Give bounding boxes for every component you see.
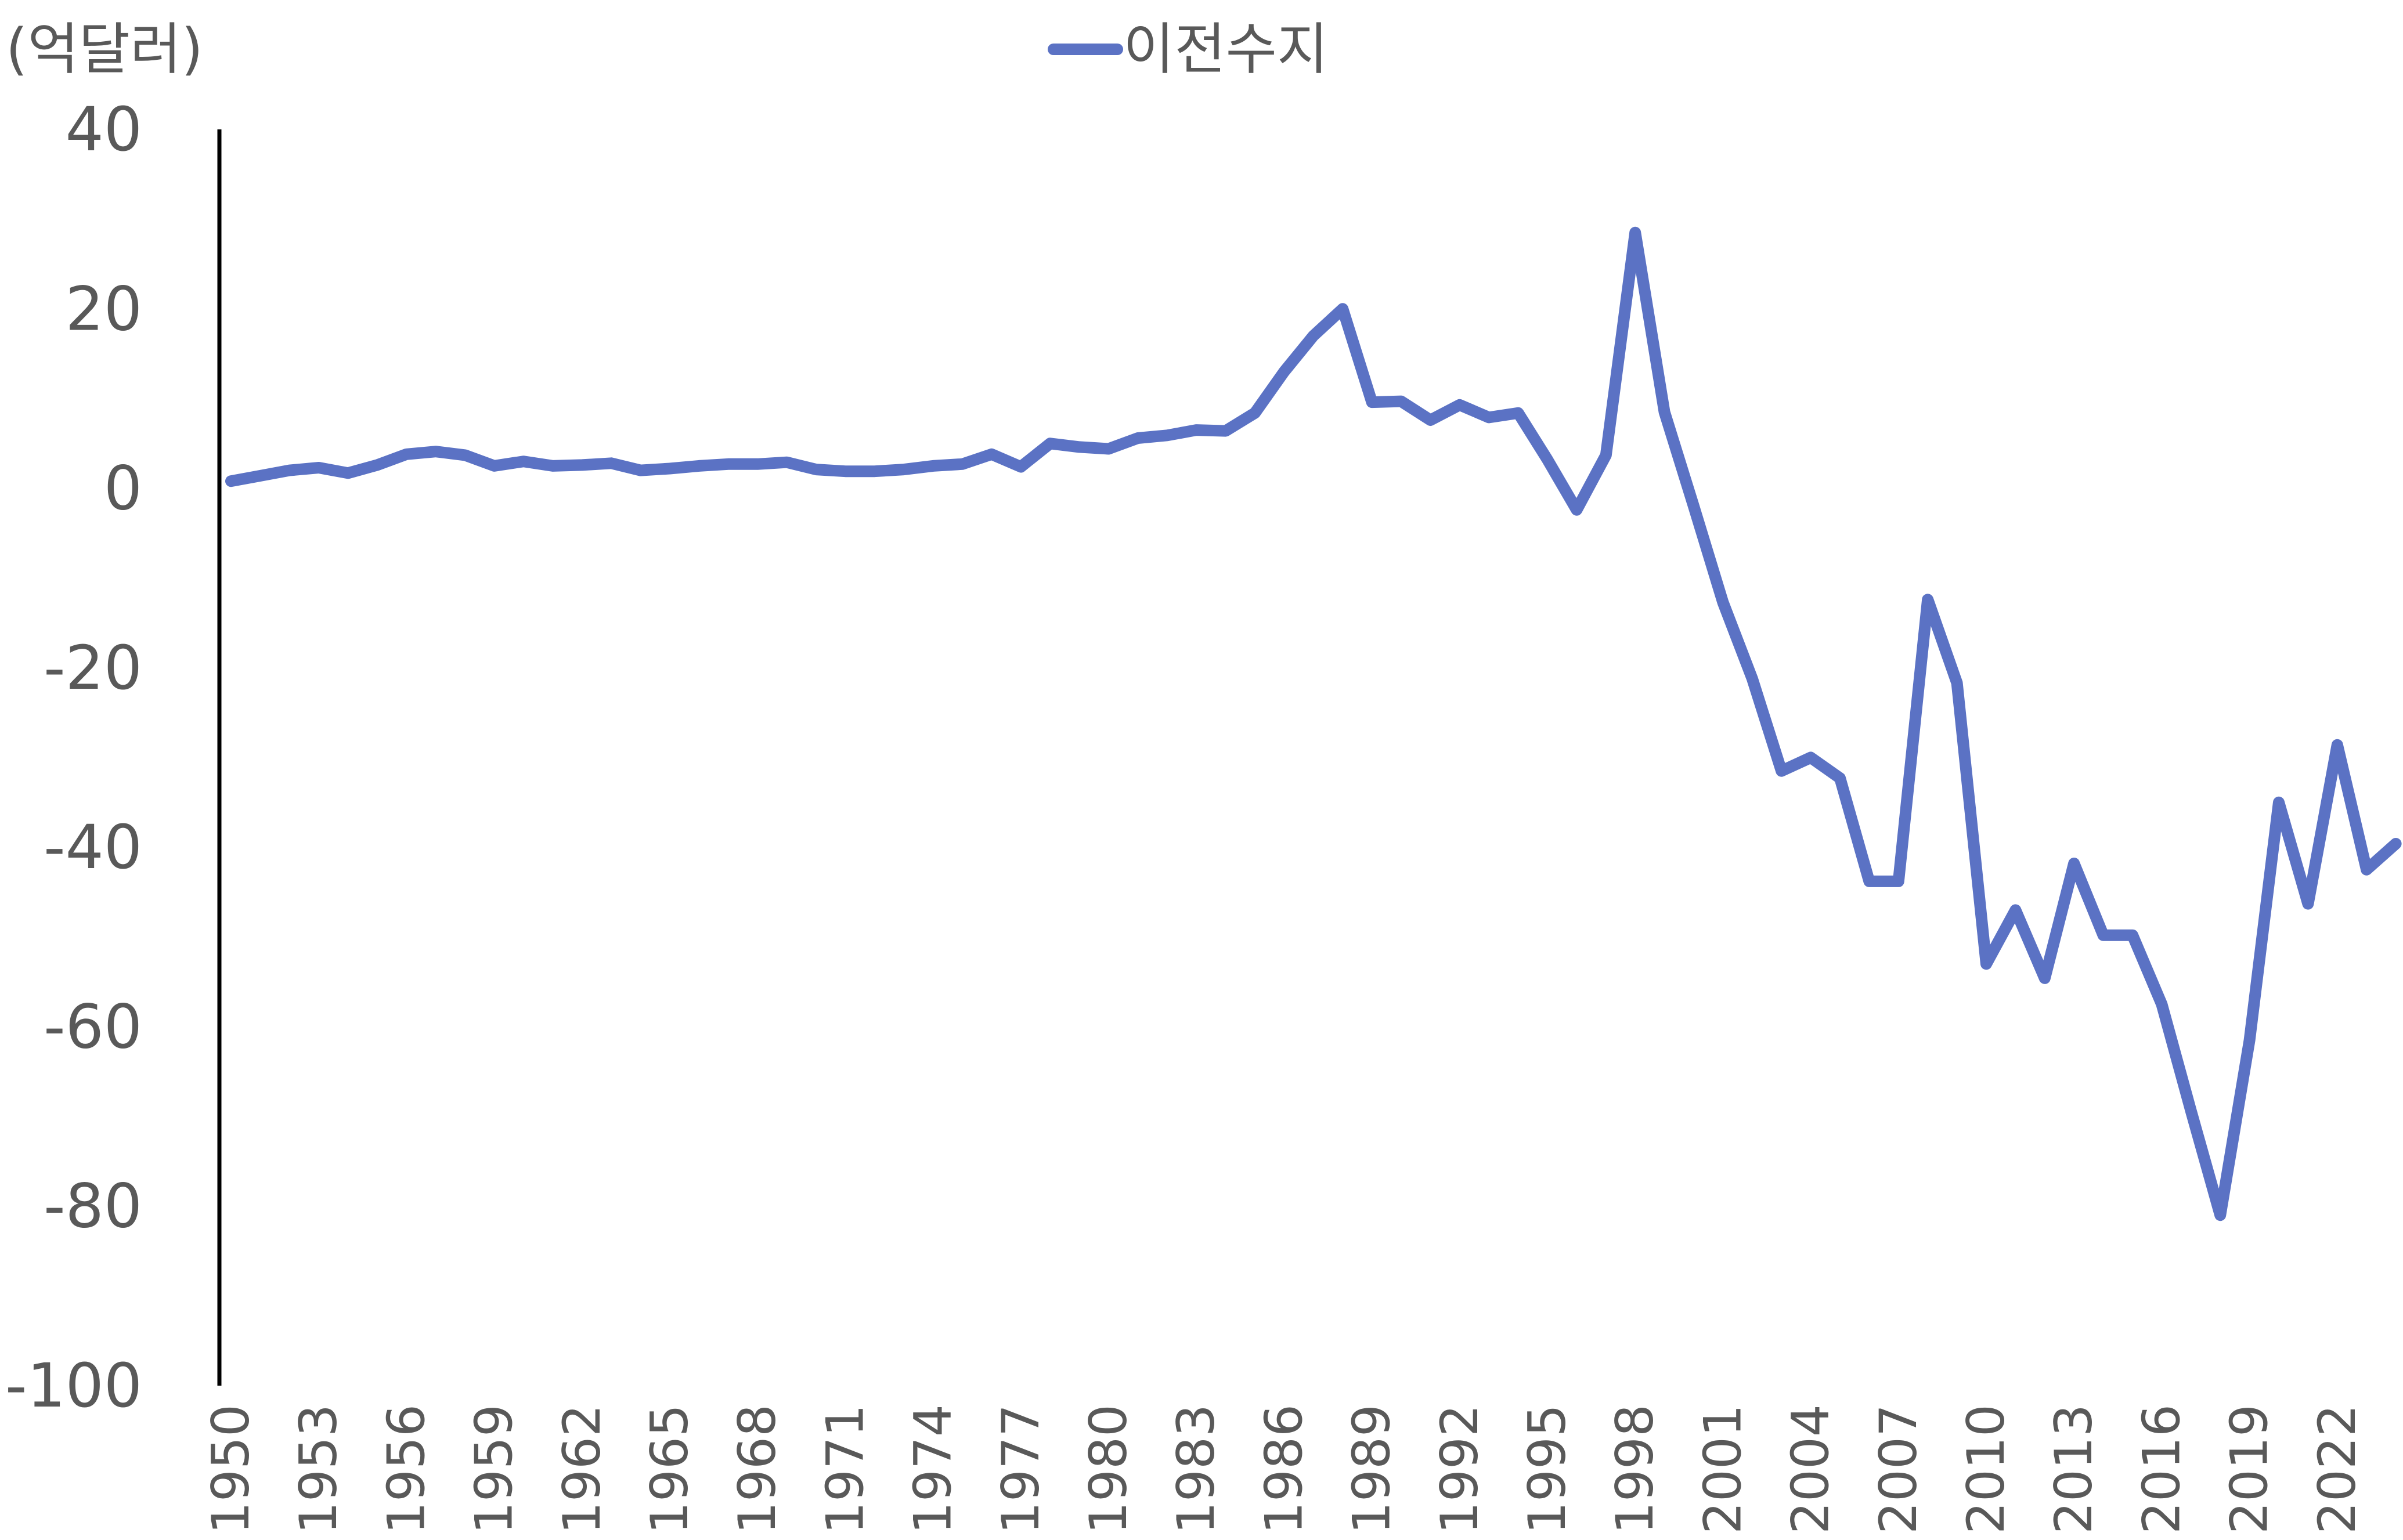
- x-tick-label: 2013: [2044, 1404, 2103, 1534]
- x-tick-label: 2016: [2131, 1404, 2191, 1534]
- x-tick-label: 1980: [1078, 1404, 1138, 1534]
- legend-label-transfer-balance: 이전수지: [1123, 17, 1328, 82]
- x-tick-label: 1968: [727, 1404, 787, 1534]
- x-tick-label: 2004: [1781, 1404, 1841, 1534]
- x-tick-label: 1992: [1430, 1404, 1489, 1534]
- y-tick-label: -40: [44, 812, 142, 883]
- y-tick-label: 0: [104, 453, 142, 524]
- y-tick-label: -60: [44, 991, 142, 1062]
- x-tick-label: 1974: [903, 1404, 963, 1534]
- x-tick-label: 1983: [1166, 1404, 1226, 1534]
- y-tick-labels: 40 20 0 -20 -40 -60 -80 -100: [5, 94, 142, 1421]
- x-tick-label: 1959: [464, 1404, 524, 1534]
- x-tick-label: 1965: [640, 1404, 699, 1534]
- x-tick-label: 1989: [1342, 1404, 1402, 1534]
- x-tick-label: 2010: [1956, 1404, 2016, 1534]
- x-tick-label: 2007: [1868, 1404, 1928, 1534]
- x-tick-label: 1953: [288, 1404, 348, 1534]
- y-tick-label: -20: [44, 632, 142, 703]
- x-tick-labels: 1950 1953 1956 1959 1962 1965 1968 1971 1974 1977…: [201, 1404, 2367, 1534]
- y-tick-label: -100: [5, 1350, 142, 1421]
- x-tick-label: 1986: [1254, 1404, 1314, 1534]
- x-tick-label: 2022: [2307, 1404, 2367, 1534]
- y-tick-label: 20: [66, 273, 142, 344]
- x-tick-label: 1950: [201, 1404, 261, 1534]
- x-tick-label: 2019: [2220, 1404, 2279, 1534]
- y-tick-label: -80: [44, 1171, 142, 1242]
- legend: 이전수지: [1048, 17, 1328, 82]
- y-unit-label: (억달러): [6, 17, 203, 82]
- x-tick-label: 2001: [1693, 1404, 1752, 1534]
- x-tick-label: 1971: [815, 1404, 875, 1534]
- x-tick-label: 1995: [1517, 1404, 1577, 1534]
- x-tick-label: 1977: [991, 1404, 1051, 1534]
- x-tick-label: 1998: [1605, 1404, 1665, 1534]
- series-line-transfer-balance: [225, 226, 2402, 1221]
- x-tick-label: 1956: [376, 1404, 436, 1534]
- y-tick-label: 40: [66, 94, 142, 165]
- x-tick-label: 1962: [552, 1404, 612, 1534]
